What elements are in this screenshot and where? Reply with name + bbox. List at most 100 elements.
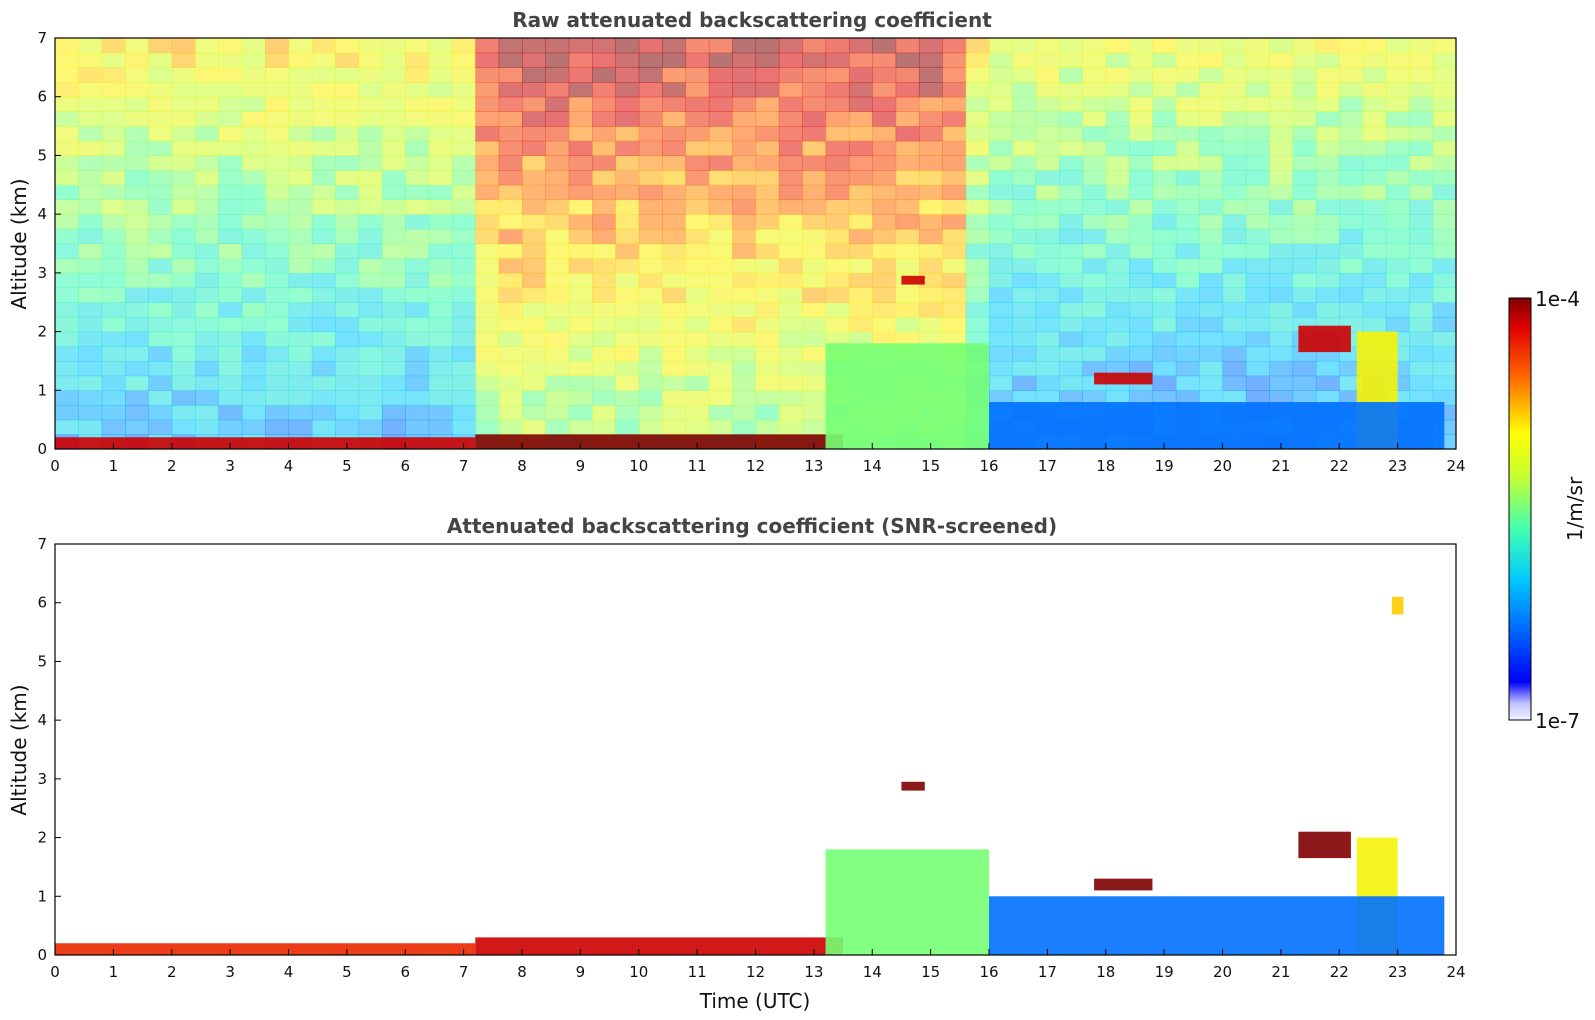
noise-cell: [592, 228, 616, 245]
noise-cell: [1292, 390, 1317, 406]
noise-cell: [1175, 67, 1200, 83]
noise-cell: [498, 38, 523, 54]
noise-cell: [171, 170, 196, 186]
noise-cell: [1082, 228, 1107, 245]
noise-cell: [1339, 140, 1364, 157]
noise-cell: [708, 67, 733, 83]
noise-cell: [475, 419, 500, 435]
noise-cell: [381, 390, 406, 406]
noise-cell: [965, 243, 990, 259]
noise-cell: [522, 199, 546, 215]
noise-cell: [545, 302, 570, 318]
noise-cell: [989, 184, 1013, 201]
noise-cell: [218, 228, 243, 245]
x-tick-label: 8: [517, 457, 527, 475]
noise-cell: [451, 346, 476, 362]
noise-cell: [1012, 302, 1037, 318]
noise-cell: [965, 140, 990, 157]
noise-cell: [1035, 67, 1060, 83]
noise-cell: [148, 228, 173, 245]
noise-cell: [288, 67, 313, 83]
noise-cell: [545, 375, 570, 391]
noise-cell: [755, 111, 780, 127]
noise-cell: [125, 346, 149, 362]
noise-cell: [1105, 82, 1130, 98]
noise-cell: [1292, 96, 1317, 112]
noise-cell: [1269, 82, 1294, 98]
noise-cell: [732, 404, 757, 421]
noise-cell: [592, 390, 616, 406]
noise-cell: [1362, 126, 1387, 142]
noise-cell: [1362, 214, 1387, 230]
noise-cell: [1199, 111, 1224, 127]
noise-cell: [311, 258, 336, 274]
noise-cell: [1269, 38, 1294, 54]
noise-cell: [405, 404, 430, 421]
noise-cell: [451, 170, 476, 186]
noise-cell: [662, 184, 687, 201]
noise-cell: [55, 258, 79, 274]
noise-cell: [358, 360, 383, 377]
y-tick-label: 5: [37, 146, 47, 164]
noise-cell: [685, 170, 710, 186]
x-tick-label: 1: [109, 963, 119, 981]
noise-cell: [1152, 52, 1177, 68]
noise-cell: [685, 82, 710, 98]
noise-cell: [381, 96, 406, 112]
noise-cell: [1129, 243, 1154, 259]
x-tick-label: 24: [1446, 963, 1465, 981]
noise-cell: [78, 360, 103, 377]
noise-cell: [498, 82, 523, 98]
noise-cell: [918, 331, 943, 347]
noise-cell: [778, 111, 803, 127]
noise-cell: [148, 38, 173, 54]
noise-cell: [1245, 199, 1270, 215]
noise-cell: [848, 52, 873, 68]
x-tick-label: 18: [1096, 963, 1115, 981]
noise-cell: [241, 52, 266, 68]
noise-cell: [78, 140, 103, 157]
heatmap-layer: [1391, 596, 1404, 615]
noise-cell: [872, 67, 897, 83]
noise-cell: [171, 258, 196, 274]
noise-cell: [755, 272, 780, 289]
noise-cell: [708, 38, 733, 54]
noise-cell: [872, 52, 897, 68]
noise-cell: [965, 38, 990, 54]
noise-cell: [732, 331, 757, 347]
noise-cell: [335, 302, 360, 318]
noise-cell: [148, 67, 173, 83]
noise-cell: [148, 302, 173, 318]
noise-cell: [1152, 272, 1177, 289]
noise-cell: [1082, 360, 1107, 377]
noise-cell: [335, 316, 360, 333]
noise-cell: [335, 199, 360, 215]
noise-cell: [1385, 38, 1410, 54]
noise-cell: [638, 302, 663, 318]
noise-cell: [171, 140, 196, 157]
noise-cell: [568, 331, 593, 347]
x-axis-raw: 0 1 2 3 4 5 6 7 8 9 10 11 12 13 14 15 16 17 18 19 20 21 22 23 24: [50, 443, 1466, 475]
x-tick-label: 16: [979, 457, 998, 475]
y-tick-label: 1: [37, 381, 47, 399]
noise-cell: [241, 140, 266, 157]
noise-cell: [195, 38, 220, 54]
noise-cell: [265, 67, 290, 83]
noise-cell: [522, 360, 546, 377]
noise-cell: [475, 228, 500, 245]
noise-cell: [615, 214, 640, 230]
noise-cell: [195, 52, 220, 68]
noise-cell: [358, 111, 383, 127]
noise-cell: [685, 346, 710, 362]
noise-cell: [1362, 96, 1387, 112]
noise-cell: [1409, 96, 1434, 112]
noise-cell: [918, 302, 943, 318]
noise-cell: [755, 82, 780, 98]
noise-cell: [615, 404, 640, 421]
noise-cell: [335, 390, 360, 406]
noise-cell: [1315, 302, 1340, 318]
noise-cell: [895, 199, 920, 215]
noise-cell: [265, 96, 290, 112]
noise-cell: [265, 272, 290, 289]
